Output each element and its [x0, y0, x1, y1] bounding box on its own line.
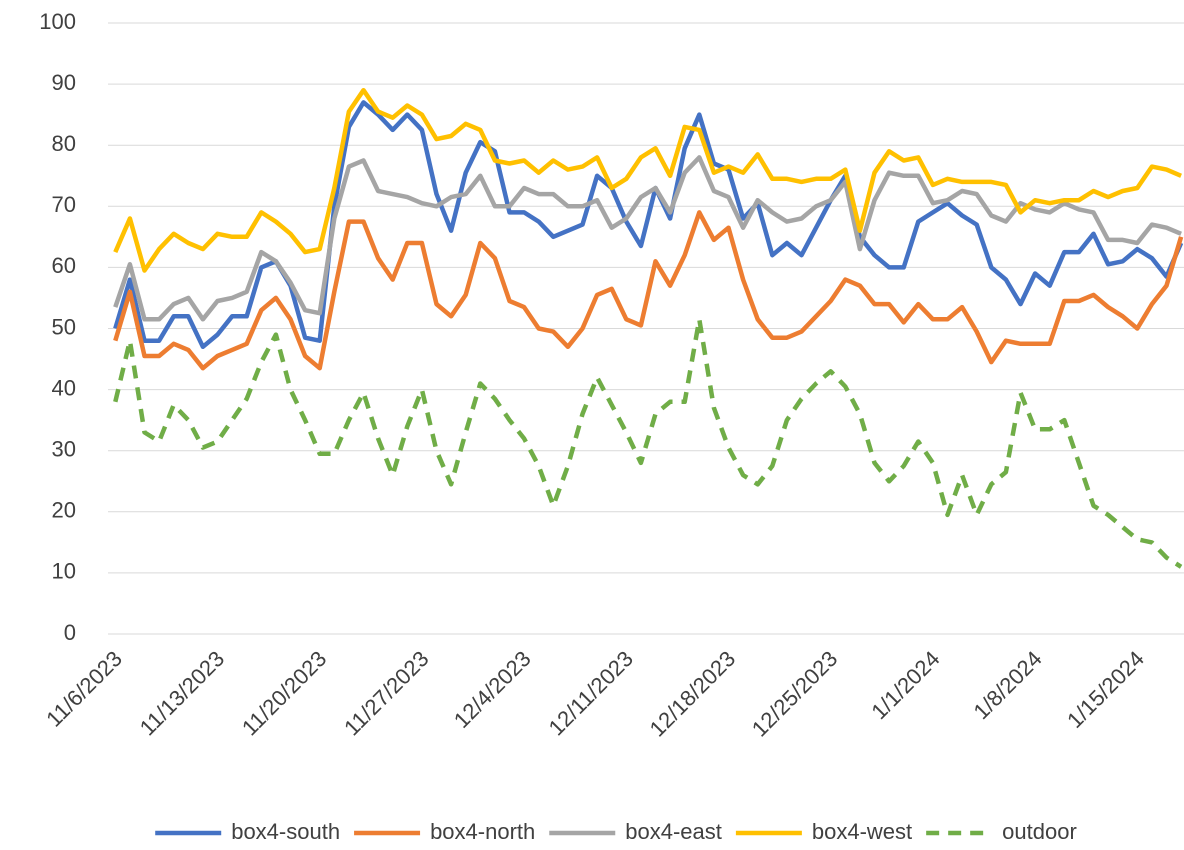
y-tick-label: 60: [52, 253, 76, 278]
y-tick-label: 20: [52, 498, 76, 523]
x-tick-label: 1/8/2024: [969, 646, 1047, 724]
y-tick-label: 40: [52, 375, 76, 400]
y-tick-label: 0: [64, 620, 76, 645]
y-tick-label: 50: [52, 314, 76, 339]
legend-label: box4-south: [231, 819, 340, 844]
y-tick-label: 80: [52, 131, 76, 156]
x-tick-label: 12/11/2023: [544, 646, 638, 740]
x-tick-label: 11/20/2023: [237, 646, 331, 740]
x-tick-label: 1/15/2024: [1062, 646, 1149, 733]
x-tick-label: 12/18/2023: [645, 646, 741, 742]
y-tick-label: 100: [39, 9, 76, 34]
x-tick-label: 12/25/2023: [747, 646, 843, 742]
x-tick-label: 12/4/2023: [449, 646, 536, 733]
x-tick-label: 11/13/2023: [135, 646, 229, 740]
legend-label: outdoor: [1002, 819, 1077, 844]
y-tick-label: 30: [52, 437, 76, 462]
legend-label: box4-north: [430, 819, 535, 844]
x-tick-label: 11/6/2023: [41, 646, 127, 732]
series-line: [113, 87, 1182, 273]
x-tick-label: 11/27/2023: [339, 646, 433, 740]
legend-label: box4-east: [625, 819, 722, 844]
x-tick-label: 1/1/2024: [866, 646, 944, 724]
y-tick-label: 70: [52, 192, 76, 217]
legend: box4-south box4-north box4-east box4-west ou…: [155, 819, 1077, 844]
y-tick-label: 10: [52, 559, 76, 584]
legend-label: box4-west: [812, 819, 912, 844]
series-line: [113, 155, 1182, 322]
y-tick-label: 90: [52, 70, 76, 95]
series-line: [113, 100, 1184, 350]
series-line: [113, 317, 1183, 569]
series-line: [113, 210, 1184, 371]
